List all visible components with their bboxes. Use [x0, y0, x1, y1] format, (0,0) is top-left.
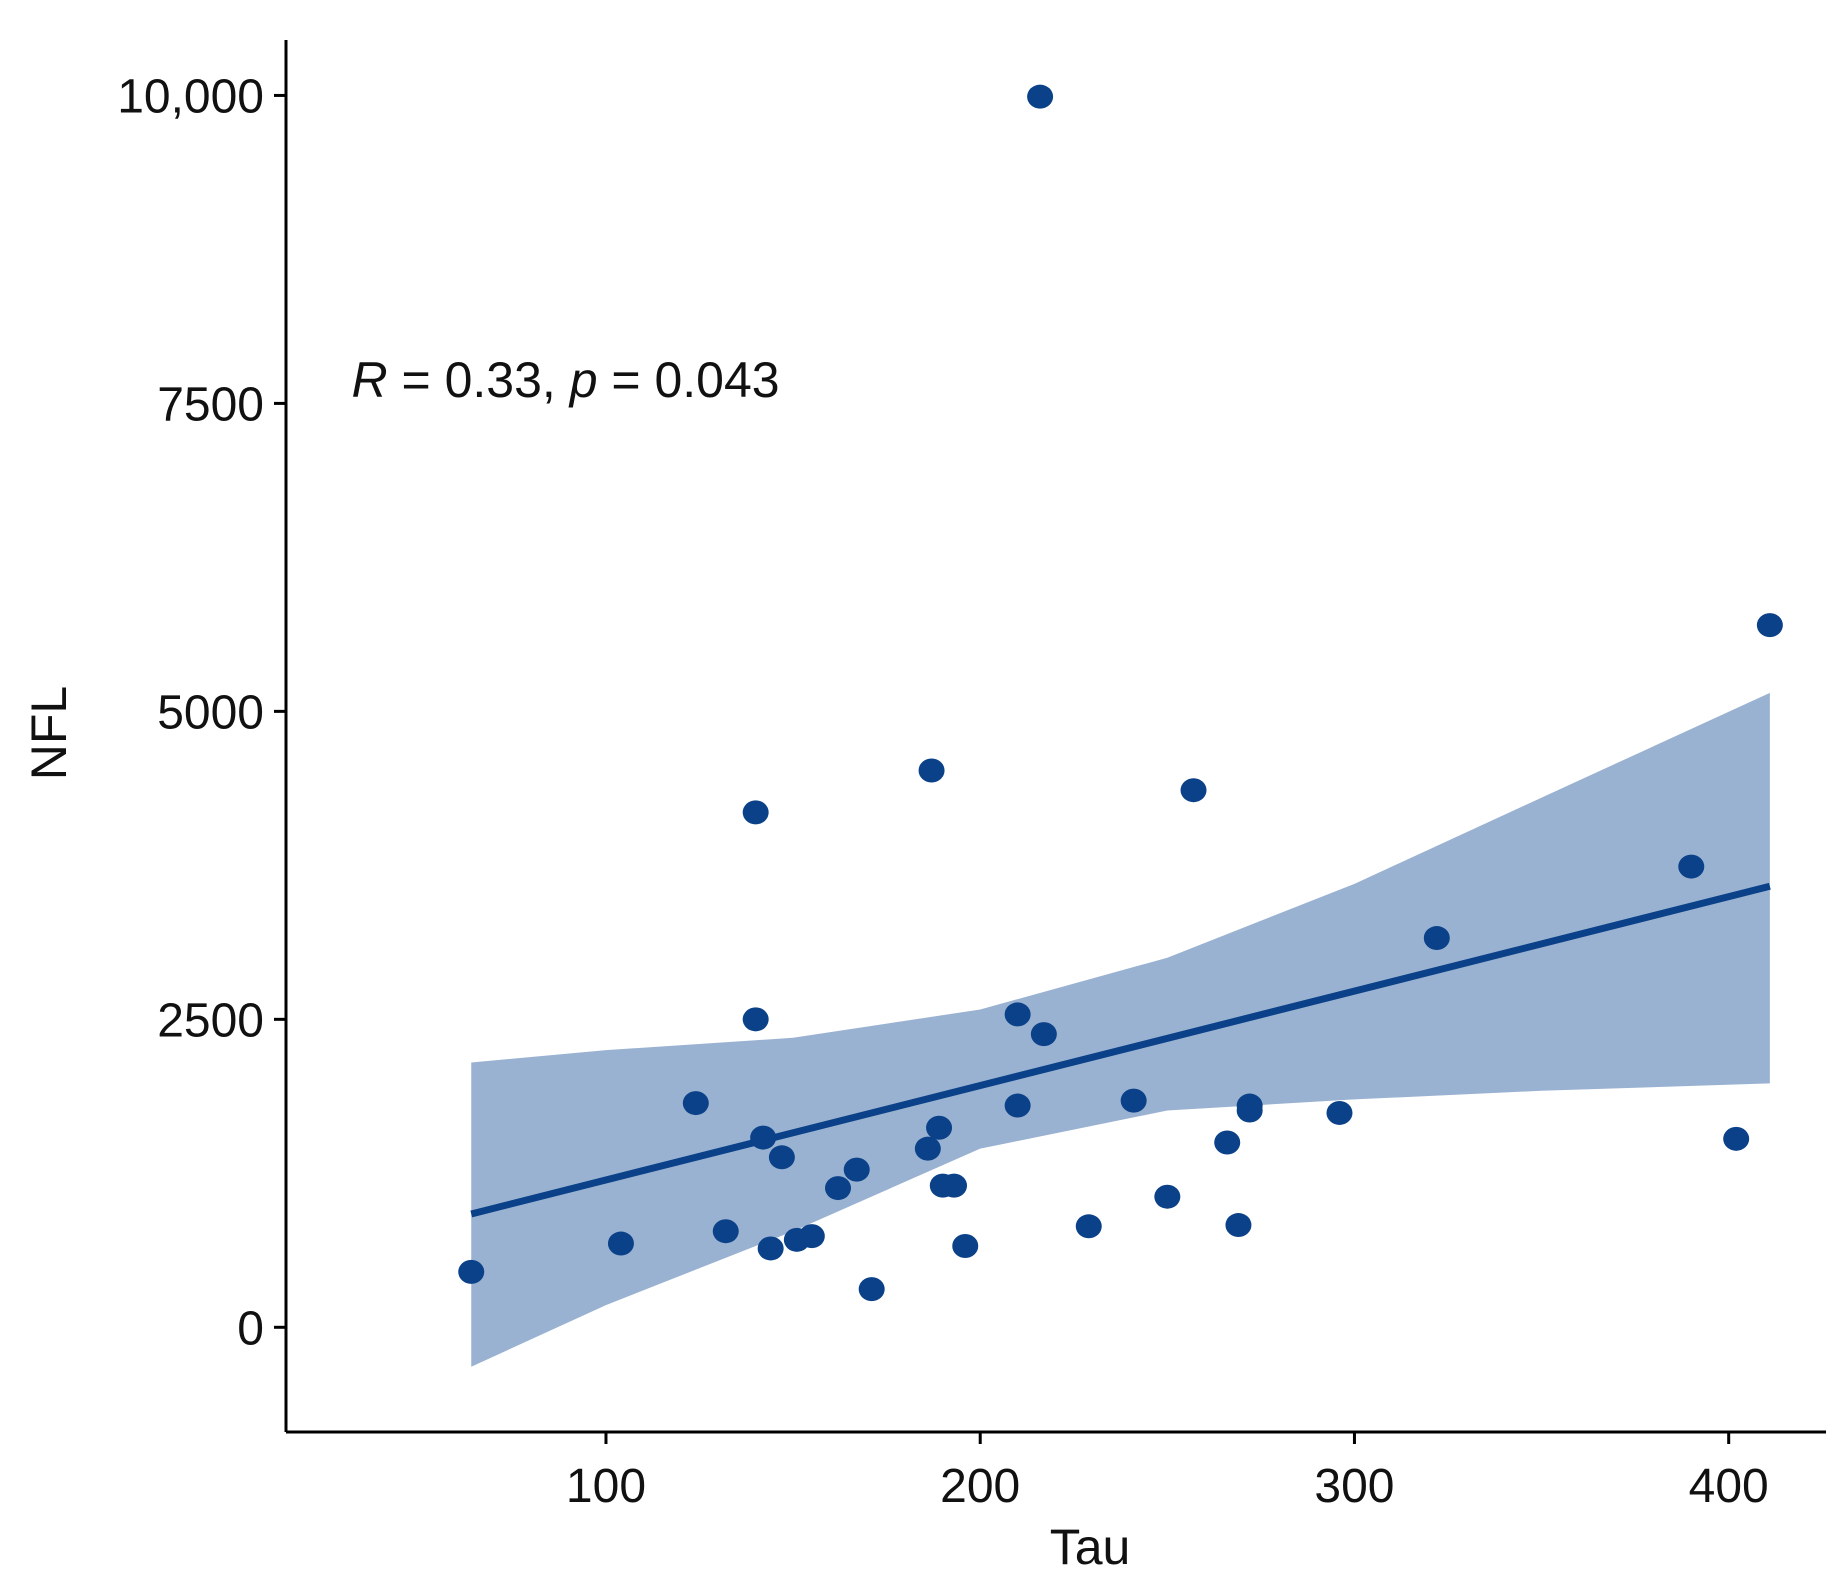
x-tick-label: 100 [566, 1460, 646, 1513]
r-symbol: R [351, 352, 387, 408]
data-point [1154, 1184, 1181, 1209]
confidence-band-layer [471, 692, 1770, 1367]
data-point [798, 1224, 825, 1249]
data-point [742, 1007, 769, 1032]
data-point [742, 800, 769, 825]
data-point [750, 1125, 777, 1150]
data-point [1075, 1214, 1102, 1239]
y-tick-label: 7500 [157, 378, 264, 431]
p-value: = 0.043 [598, 352, 780, 408]
y-tick-label: 10,000 [117, 70, 264, 123]
data-point [1723, 1126, 1750, 1151]
data-point [926, 1115, 953, 1140]
correlation-annotation: R = 0.33, p = 0.043 [351, 352, 779, 408]
data-point [1027, 84, 1054, 109]
x-tick-label: 300 [1314, 1460, 1394, 1513]
x-axis-label: Tau [1050, 1519, 1131, 1575]
data-point [458, 1259, 485, 1284]
regression-line-layer [470, 882, 1771, 1218]
data-point [918, 758, 945, 783]
r-value: = 0.33 [388, 352, 542, 408]
data-point [1214, 1130, 1241, 1155]
data-point [712, 1219, 739, 1244]
data-point [1678, 854, 1705, 879]
x-tick-label: 400 [1689, 1460, 1769, 1513]
data-point [1236, 1098, 1263, 1123]
data-point [1225, 1213, 1252, 1238]
data-point [682, 1091, 709, 1116]
x-tick-label: 200 [940, 1460, 1020, 1513]
data-point [1004, 1002, 1031, 1027]
confidence-band [471, 692, 1770, 1367]
regression-line [470, 882, 1771, 1218]
data-point [1326, 1100, 1353, 1125]
data-point [941, 1173, 968, 1198]
data-point [768, 1145, 795, 1170]
y-tick-label: 5000 [157, 686, 264, 739]
p-symbol: p [568, 352, 598, 408]
data-point [1423, 926, 1450, 951]
tick-labels-layer: 100 200 300 400 0 2500 5000 7500 10,000 [117, 70, 1769, 1513]
data-point [607, 1231, 634, 1256]
data-point [1030, 1022, 1057, 1047]
data-point [1120, 1088, 1147, 1113]
data-point [858, 1277, 885, 1302]
y-axis-label: NFL [21, 686, 77, 780]
data-point [952, 1233, 979, 1258]
data-point [1004, 1093, 1031, 1118]
y-tick-label: 2500 [157, 994, 264, 1047]
data-point [757, 1236, 784, 1261]
data-point [914, 1136, 941, 1161]
annotation-separator: , [542, 352, 570, 408]
y-tick-label: 0 [237, 1302, 264, 1355]
data-points-layer [458, 84, 1783, 1302]
data-point [825, 1176, 852, 1201]
data-point [843, 1157, 870, 1182]
axes-layer [274, 40, 1826, 1444]
data-point [1180, 778, 1207, 803]
data-point [1756, 613, 1783, 638]
